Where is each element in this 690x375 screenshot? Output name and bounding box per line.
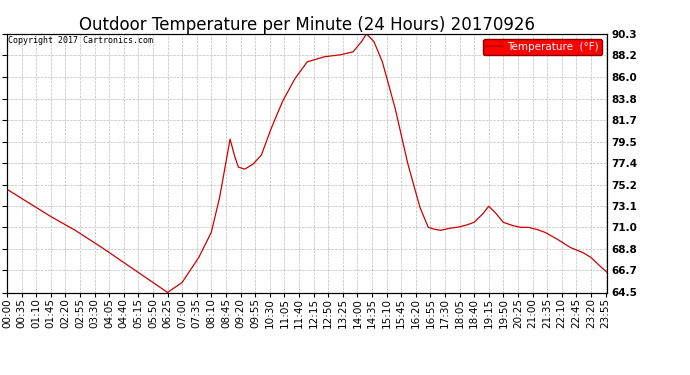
- Legend: Temperature  (°F): Temperature (°F): [483, 39, 602, 55]
- Title: Outdoor Temperature per Minute (24 Hours) 20170926: Outdoor Temperature per Minute (24 Hours…: [79, 16, 535, 34]
- Text: Copyright 2017 Cartronics.com: Copyright 2017 Cartronics.com: [8, 36, 153, 45]
